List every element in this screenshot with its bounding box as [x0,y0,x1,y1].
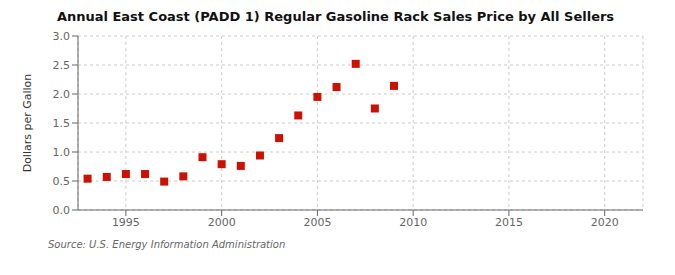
svg-text:2020: 2020 [591,216,619,229]
svg-text:1995: 1995 [112,216,140,229]
svg-text:2010: 2010 [399,216,427,229]
svg-text:2015: 2015 [495,216,523,229]
svg-text:1.5: 1.5 [53,117,71,130]
svg-text:2.0: 2.0 [53,88,71,101]
svg-text:3.0: 3.0 [53,30,71,43]
svg-text:Dollars per Gallon: Dollars per Gallon [21,74,34,173]
svg-text:0.0: 0.0 [53,204,71,217]
html-text:Annual East Coast (PADD 1) Reg: Annual East Coast (PADD 1) Regular Gasol… [56,9,615,24]
svg-text:2000: 2000 [208,216,236,229]
html-text:Source: U.S. Energy Informatio: Source: U.S. Energy Information Administ… [48,239,286,250]
svg-text:0.5: 0.5 [53,175,71,188]
svg-text:2.5: 2.5 [53,59,71,72]
svg-text:1.0: 1.0 [53,146,71,159]
svg-text:2005: 2005 [303,216,331,229]
